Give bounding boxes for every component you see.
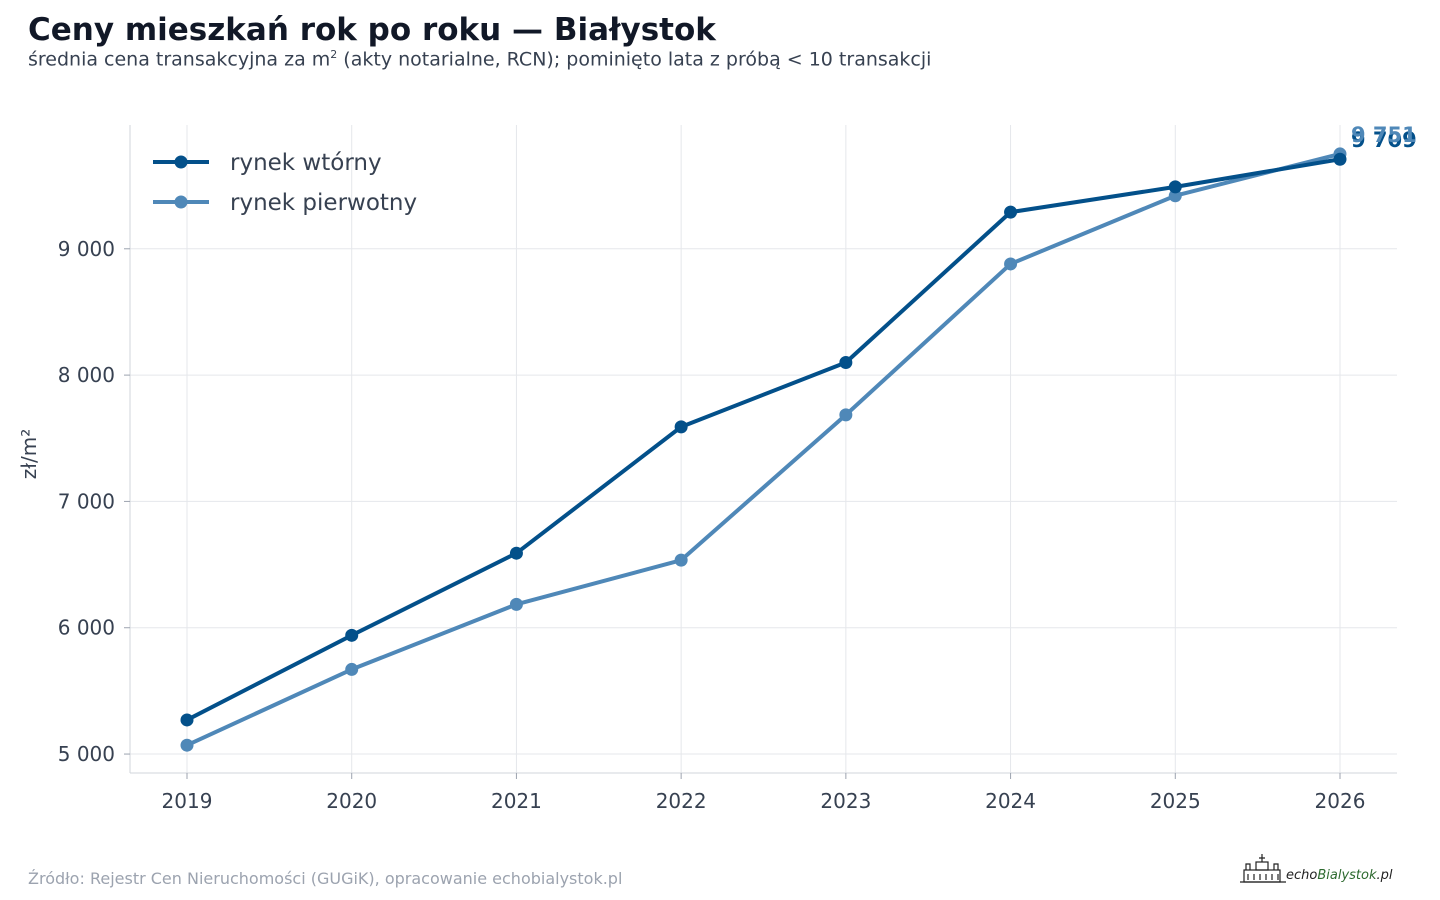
x-tick-label: 2026 (1315, 789, 1366, 813)
source-note: Źródło: Rejestr Cen Nieruchomości (GUGiK… (28, 869, 623, 888)
data-point-pierwotny (1004, 257, 1018, 271)
series-line-wtorny (185, 157, 1342, 722)
legend-marker-wtorny (174, 155, 188, 169)
chart-title: Ceny mieszkań rok po roku — Białystok (28, 12, 716, 48)
x-tick-label: 2023 (820, 789, 871, 813)
y-axis-label: zł/m² (17, 429, 41, 479)
y-tick-label: 8 000 (58, 363, 115, 387)
legend-label-wtorny: rynek wtórny (230, 150, 382, 176)
x-tick-label: 2021 (491, 789, 542, 813)
logo-bialystok: Bialystok (1317, 868, 1377, 883)
data-point-pierwotny (509, 597, 523, 611)
x-tick-label: 2019 (162, 789, 213, 813)
y-tick-label: 9 000 (58, 237, 115, 261)
subtitle-text-rest: (akty notarialne, RCN); pominięto lata z… (337, 48, 932, 71)
svg-text:echoBialystok.pl: echoBialystok.pl (1286, 868, 1393, 883)
legend: rynek wtórny rynek pierwotny (153, 150, 417, 216)
data-point-wtorny (1333, 152, 1347, 166)
palace-icon (1240, 854, 1286, 883)
end-label-pierwotny: 9 751 (1351, 123, 1417, 147)
chart-subtitle: średnia cena transakcyjna za m2 (akty no… (28, 48, 931, 70)
y-tick-label: 7 000 (58, 489, 115, 513)
data-point-pierwotny (180, 738, 194, 752)
subtitle-superscript: 2 (330, 48, 338, 61)
data-point-wtorny (839, 355, 853, 369)
data-point-wtorny (180, 713, 194, 727)
grid-lines (130, 125, 1397, 773)
x-tick-label: 2020 (326, 789, 377, 813)
data-point-pierwotny (674, 553, 688, 567)
x-tick-label: 2025 (1150, 789, 1201, 813)
data-point-wtorny (509, 546, 523, 560)
data-point-pierwotny (839, 408, 853, 422)
legend-label-pierwotny: rynek pierwotny (230, 190, 417, 216)
x-tick-label: 2022 (656, 789, 707, 813)
logo-pl: .pl (1377, 868, 1393, 883)
logo-graphic: echoBialystok.pl (1240, 854, 1393, 883)
y-tick-label: 6 000 (58, 616, 115, 640)
data-point-wtorny (345, 628, 359, 642)
legend-marker-pierwotny (174, 195, 188, 209)
subtitle-text: średnia cena transakcyjna za m (28, 48, 331, 71)
end-label-wtorny: 9 709 (1351, 128, 1417, 152)
axes: 5 000 6 000 7 000 8 000 9 000 2019 2020 2021 202… (58, 125, 1397, 813)
y-tick-label: 5 000 (58, 742, 115, 766)
x-tick-label: 2024 (985, 789, 1036, 813)
data-point-wtorny (674, 420, 688, 434)
logo-echo: echo (1286, 868, 1317, 883)
data-point-wtorny (1004, 205, 1018, 219)
echobialystok-logo: echoBialystok.pl (1238, 850, 1414, 892)
data-point-wtorny (1168, 180, 1182, 194)
data-point-pierwotny (345, 662, 359, 676)
series-line-pierwotny (185, 151, 1342, 748)
